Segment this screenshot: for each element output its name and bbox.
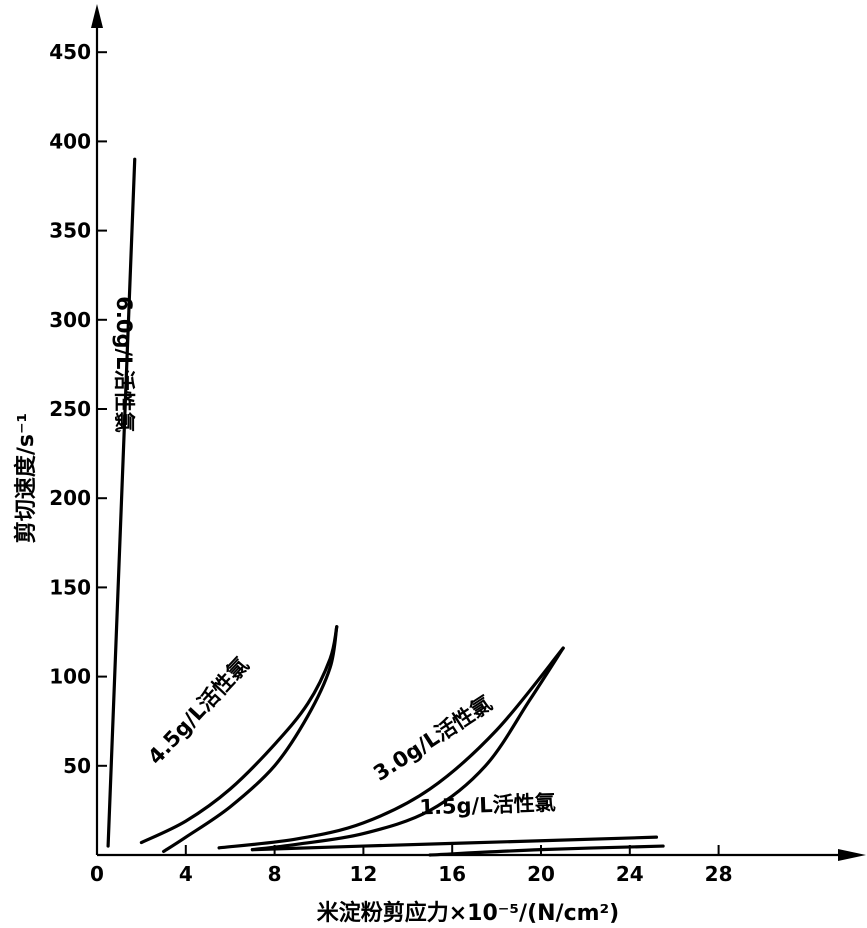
- x-tick-label: 4: [179, 862, 193, 886]
- series-label: 3.0g/L活性氯: [369, 691, 496, 785]
- x-tick-label: 12: [349, 862, 377, 886]
- series-3: [217, 646, 565, 852]
- series-4: [250, 835, 665, 857]
- y-tick-label: 200: [49, 486, 91, 510]
- series-labels: 6.0g/L活性氯 4.5g/L活性氯 3.0g/L活性氯 1.5g/L活性氯: [112, 296, 556, 819]
- series-curve-upper: [139, 625, 339, 845]
- x-axis-arrow: [838, 849, 866, 861]
- y-tick-label: 150: [49, 575, 91, 599]
- x-tick-label: 16: [438, 862, 466, 886]
- y-tick-label: 350: [49, 219, 91, 243]
- x-tick-label: 28: [705, 862, 733, 886]
- y-tick-label: 300: [49, 308, 91, 332]
- series-label: 1.5g/L活性氯: [419, 791, 556, 820]
- series-label: 6.0g/L活性氯: [112, 296, 136, 432]
- series-1: [106, 157, 137, 848]
- x-tick-label: 20: [527, 862, 555, 886]
- series-curve-lower: [250, 646, 565, 852]
- y-axis-title: 剪切速度/s⁻¹: [13, 413, 39, 543]
- series-group: [106, 157, 665, 857]
- ticks: 0 4 8 12 16 20 24 28 50 100 150 200 250 300 350 400 450: [49, 40, 732, 886]
- y-tick-label: 100: [49, 665, 91, 689]
- y-tick-label: 400: [49, 129, 91, 153]
- series-curve-lower: [162, 625, 339, 854]
- x-tick-label: 0: [90, 862, 104, 886]
- y-axis-arrow: [91, 4, 103, 28]
- x-tick-label: 8: [268, 862, 282, 886]
- y-tick-label: 50: [63, 754, 91, 778]
- axes: [91, 4, 866, 861]
- series-curve-upper: [217, 646, 565, 850]
- series-2: [139, 625, 339, 854]
- series-curve-lower: [428, 844, 665, 857]
- series-curve-upper: [250, 835, 659, 852]
- x-axis-title: 米淀粉剪应力×10⁻⁵/(N/cm²): [317, 900, 620, 926]
- series-curve-upper: [106, 157, 137, 848]
- x-tick-label: 24: [616, 862, 644, 886]
- y-tick-label: 450: [49, 40, 91, 64]
- y-tick-label: 250: [49, 397, 91, 421]
- series-label: 4.5g/L活性氯: [143, 653, 254, 769]
